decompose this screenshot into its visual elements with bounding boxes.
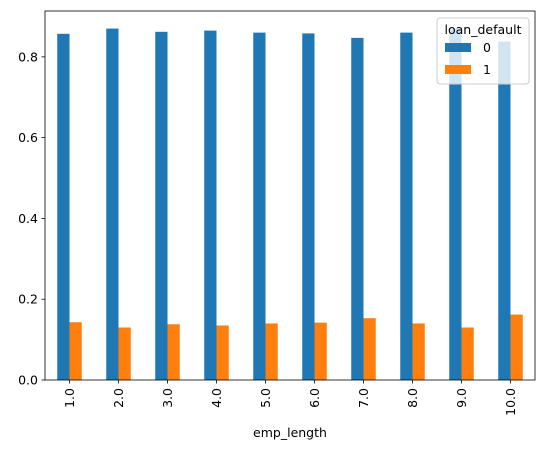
y-tick-label: 0.0 [18,373,38,388]
x-tick-label-2.0: 2.0 [111,388,126,408]
bar-series-0-5.0 [253,32,266,380]
bar-series-1-5.0 [265,323,278,380]
bar-series-0-2.0 [106,28,119,380]
bar-series-0-4.0 [204,30,217,381]
x-tick-label-7.0: 7.0 [356,388,371,408]
x-tick-label-9.0: 9.0 [454,388,469,408]
bar-series-1-2.0 [118,327,131,380]
bar-series-1-7.0 [363,318,376,380]
bar-series-0-7.0 [351,37,364,381]
plot-frame [44,10,536,381]
bar-series-1-10.0 [510,314,523,380]
x-tick-label-5.0: 5.0 [258,388,273,408]
axes-frame [44,10,536,381]
bar-series-1-4.0 [216,325,229,380]
legend-swatch-series-1 [445,65,471,74]
legend: loan_default 0 1 [436,17,530,85]
x-tick-label-1.0: 1.0 [62,388,77,408]
x-axis-ticks: 1.0 2.0 3.0 4.0 5.0 6.0 7.0 8.0 9.0 10.0 [62,380,518,416]
bar-series-0-8.0 [400,32,413,380]
bar-series-1-9.0 [461,327,474,380]
bar-series-0-9.0 [449,28,462,380]
bar-series-0-6.0 [302,33,315,380]
x-tick-label-6.0: 6.0 [307,388,322,408]
legend-title: loan_default [445,22,522,37]
bar-series-1-3.0 [167,324,180,380]
legend-label-series-0: 0 [483,40,491,55]
bar-series-0-3.0 [155,31,168,381]
y-tick-label: 0.2 [18,292,38,307]
legend-label-series-1: 1 [483,62,491,77]
y-tick-label: 0.8 [18,49,38,64]
bar-series-1-8.0 [412,323,425,380]
bar-series-0-1.0 [57,33,70,380]
x-tick-label-8.0: 8.0 [405,388,420,408]
x-axis-label: emp_length [253,425,327,440]
x-tick-label-4.0: 4.0 [209,388,224,408]
bars-layer [57,28,523,381]
x-tick-label-10.0: 10.0 [503,388,518,416]
bar-series-1-1.0 [69,322,82,380]
bar-series-1-6.0 [314,322,327,380]
y-axis-ticks: 0.0 0.2 0.4 0.6 0.8 [18,49,45,388]
x-tick-label-3.0: 3.0 [160,388,175,408]
y-tick-label: 0.4 [18,211,38,226]
legend-swatch-series-0 [445,43,471,52]
y-tick-label: 0.6 [18,130,38,145]
bar-series-0-10.0 [498,41,511,381]
